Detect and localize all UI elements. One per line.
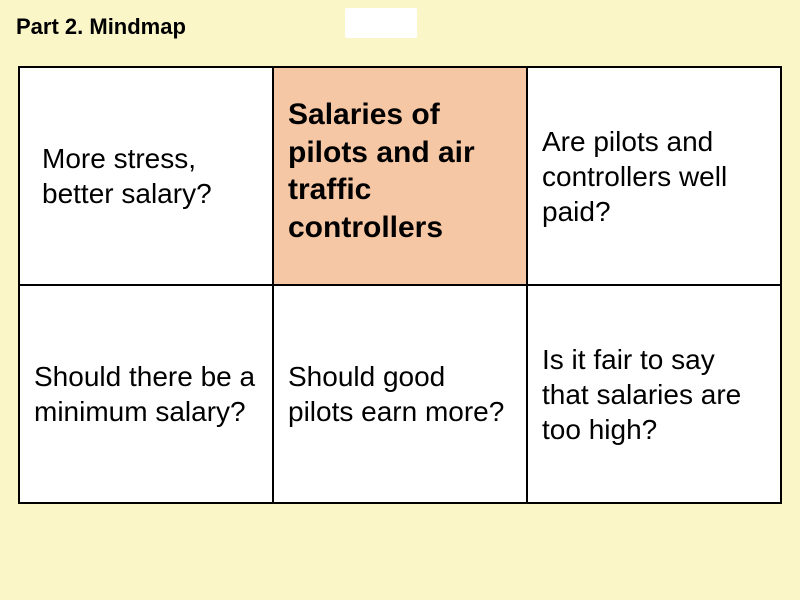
cell-too-high: Is it fair to say that salaries are too … (527, 285, 781, 503)
blank-box (345, 8, 417, 38)
footer-strip (0, 504, 800, 560)
mindmap-table-wrap: More stress, better salary? Salaries of … (0, 66, 800, 504)
table-row: More stress, better salary? Salaries of … (19, 67, 781, 285)
cell-earn-more: Should good pilots earn more? (273, 285, 527, 503)
mindmap-table: More stress, better salary? Salaries of … (18, 66, 782, 504)
header: Part 2. Mindmap (0, 0, 800, 66)
cell-minimum-salary: Should there be a minimum salary? (19, 285, 273, 503)
cell-more-stress: More stress, better salary? (19, 67, 273, 285)
cell-well-paid: Are pilots and controllers well paid? (527, 67, 781, 285)
cell-topic-title: Salaries of pilots and air traffic contr… (273, 67, 527, 285)
table-row: Should there be a minimum salary? Should… (19, 285, 781, 503)
